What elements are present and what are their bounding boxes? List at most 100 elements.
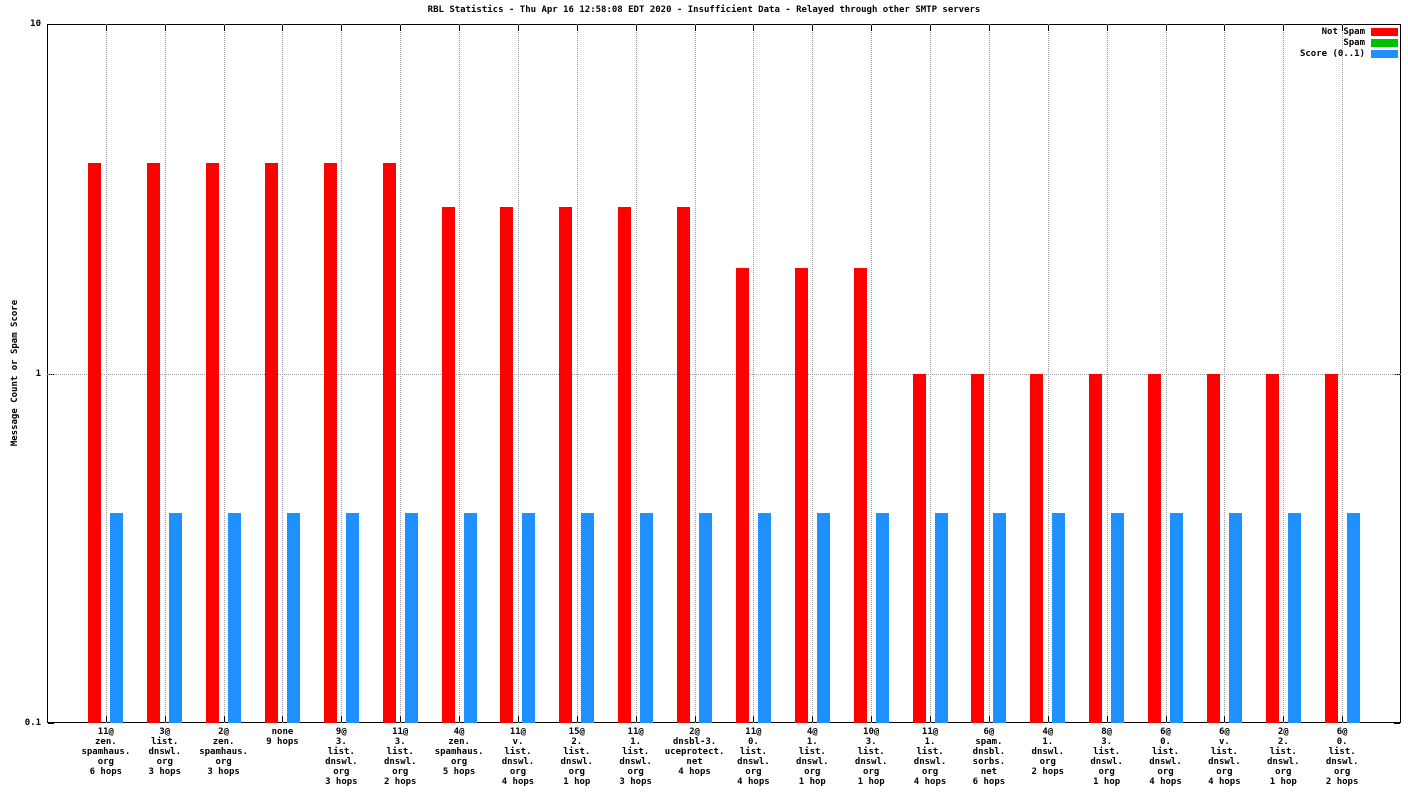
x-tick-mark [871,716,873,722]
x-tick-mark [223,25,225,31]
chart-bar-score [286,512,300,723]
x-tick-mark [930,716,932,722]
x-grid-line [282,24,284,723]
x-tick-label: 2@ dnsbl-3. uceprotect. net 4 hops [664,727,725,777]
x-tick-mark [1047,716,1049,722]
legend-swatch [1371,38,1398,47]
chart-bar-not-spam [1148,373,1162,723]
x-tick-mark [400,716,402,722]
x-tick-mark [105,716,107,722]
x-tick-mark [871,25,873,31]
chart-bar-score [699,512,713,723]
x-tick-mark [1106,716,1108,722]
x-tick-mark [812,716,814,722]
x-tick-mark [1165,25,1167,31]
x-tick-mark [282,716,284,722]
x-tick-mark [930,25,932,31]
chart-bar-score [463,512,477,723]
x-tick-label: 6@ 0. list. dnswl. org 2 hops [1325,727,1359,787]
x-grid-line [694,24,696,723]
x-tick-mark [459,25,461,31]
x-tick-mark [105,25,107,31]
x-tick-mark [341,716,343,722]
chart-bar-not-spam [147,163,161,723]
x-tick-mark [635,25,637,31]
x-tick-label: 11@ 1. list. dnswl. org 4 hops [913,727,947,787]
chart-bar-score [1287,512,1301,723]
chart-title: RBL Statistics - Thu Apr 16 12:58:08 EDT… [427,5,981,15]
x-grid-line [223,24,225,723]
legend-swatch [1371,49,1398,58]
y-tick-mark [48,24,54,25]
x-tick-label: 4@ zen. spamhaus. org 5 hops [434,727,484,777]
x-tick-mark [694,716,696,722]
x-grid-line [105,24,107,723]
x-tick-mark [694,25,696,31]
x-tick-mark [459,716,461,722]
x-tick-label: 9@ 3. list. dnswl. org 3 hops [325,727,358,787]
x-tick-mark [635,716,637,722]
legend-label: Score (0..1) [1299,48,1365,59]
x-tick-label: 6@ 0. list. dnswl. org 4 hops [1149,727,1182,787]
chart-bar-score [816,512,830,723]
x-grid-line [459,24,461,723]
x-tick-mark [517,25,519,31]
x-grid-line [871,24,873,723]
x-tick-label: 4@ 1. dnswl. org 2 hops [1031,727,1065,777]
x-tick-label: 11@ zen. spamhaus. org 6 hops [81,727,131,777]
x-tick-label: 11@ 0. list. dnswl. org 4 hops [737,727,770,787]
chart-bar-not-spam [382,163,396,723]
chart-bar-not-spam [500,206,514,723]
x-grid-line [635,24,637,723]
legend-item: Not Spam [1300,26,1398,37]
chart-bar-score [1170,512,1184,723]
chart-bar-not-spam [88,163,102,723]
x-tick-mark [1224,716,1226,722]
chart-bar-score [757,512,771,723]
x-grid-line [164,24,166,723]
x-tick-mark [1283,716,1285,722]
x-tick-label: 8@ 3. list. dnswl. org 1 hop [1090,727,1123,787]
chart-bar-score [522,512,536,723]
x-grid-line [1106,24,1108,723]
x-tick-mark [223,716,225,722]
chart-bar-score [640,512,654,723]
chart-bar-not-spam [559,206,573,723]
y-tick-mark [48,723,54,724]
chart-bar-not-spam [853,268,867,723]
chart-bar-not-spam [912,373,926,723]
legend-label: Not Spam [1321,26,1365,37]
x-tick-label: 10@ 3. list. dnswl. org 1 hop [854,727,888,787]
chart-bar-score [169,512,183,723]
x-tick-mark [282,25,284,31]
x-tick-mark [1165,716,1167,722]
x-tick-label: 6@ v. list. dnswl. org 4 hops [1208,727,1241,787]
chart-bar-not-spam [1089,373,1103,723]
y-tick-label: 0.1 [24,718,41,728]
chart-bar-not-spam [1206,373,1220,723]
legend: Not Spam Spam Score (0..1) [1300,26,1398,59]
chart-bar-not-spam [1265,373,1279,723]
chart-bar-score [934,512,948,723]
chart-bar-not-spam [794,268,808,723]
x-grid-line [1165,24,1167,723]
chart-bar-score [1346,512,1360,723]
chart-bar-not-spam [264,163,278,723]
chart-bar-not-spam [971,373,985,723]
x-tick-mark [164,716,166,722]
x-grid-line [1224,24,1226,723]
chart-bar-score [1052,512,1066,723]
x-grid-line [576,24,578,723]
x-tick-mark [576,25,578,31]
chart-bar-score [1111,512,1125,723]
x-tick-mark [753,716,755,722]
chart-bar-score [875,512,889,723]
x-tick-mark [1342,716,1344,722]
y-tick-mark [1394,723,1400,724]
x-grid-line [517,24,519,723]
x-tick-label: 15@ 2. list. dnswl. org 1 hop [560,727,594,787]
x-tick-mark [812,25,814,31]
x-grid-line [341,24,343,723]
chart-bar-not-spam [323,163,337,723]
